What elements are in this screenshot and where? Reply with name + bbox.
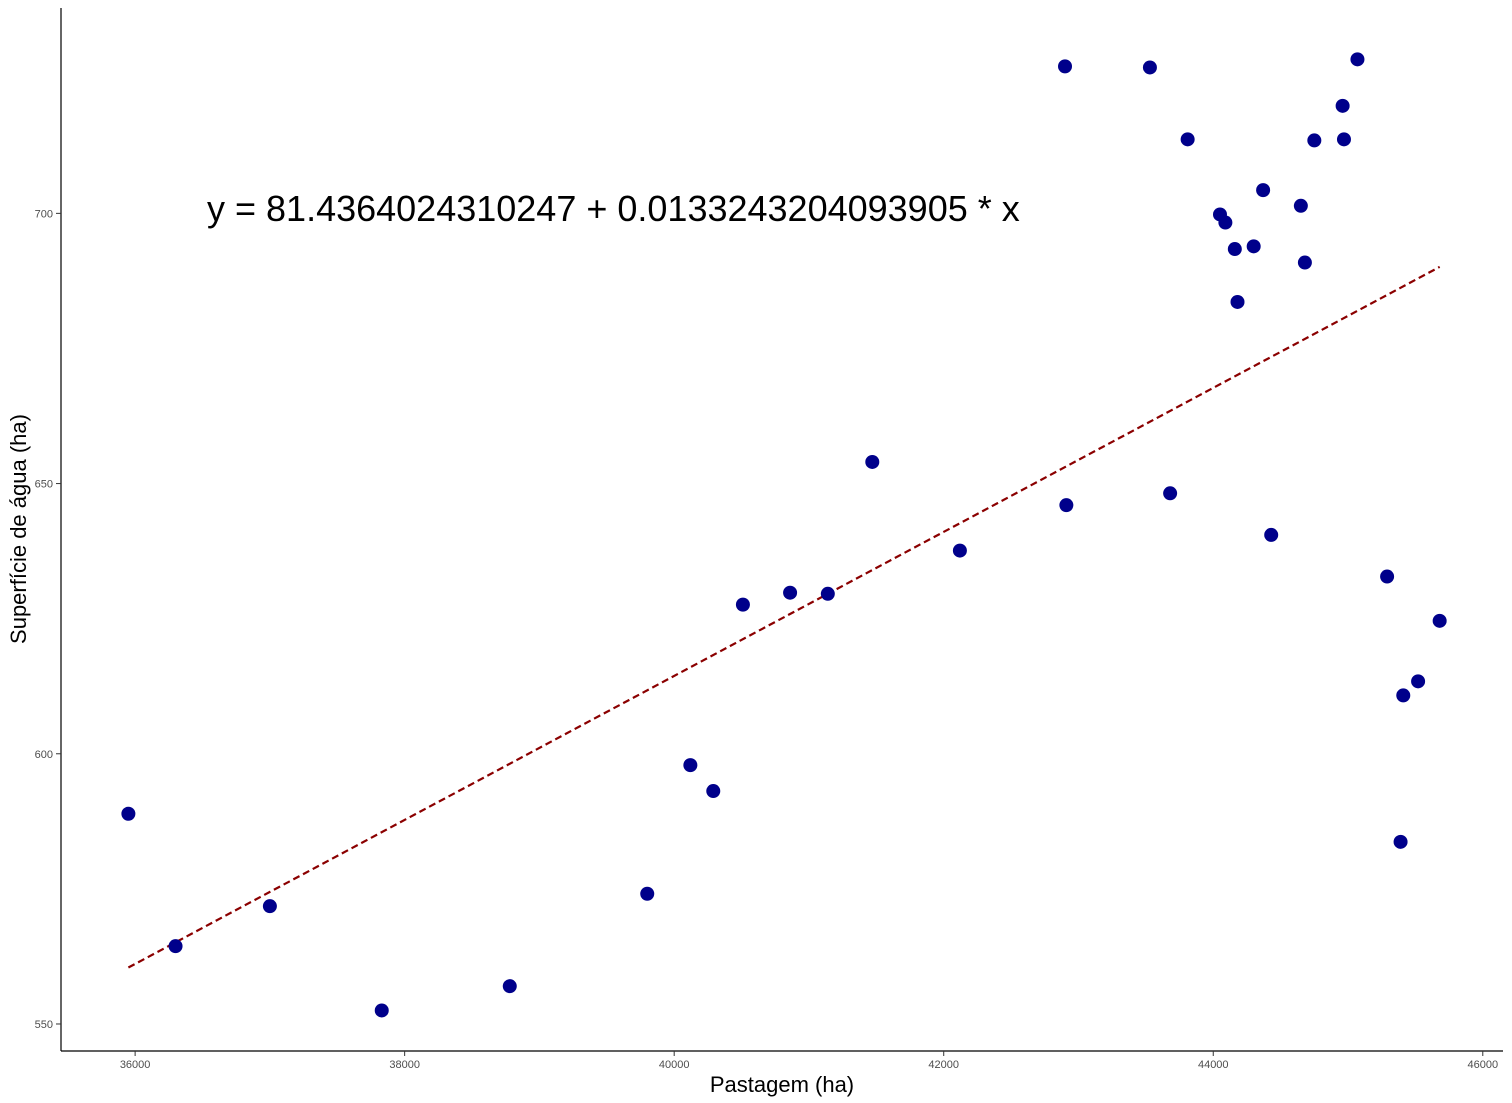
data-point xyxy=(1393,834,1408,849)
data-point xyxy=(1411,674,1426,689)
data-point xyxy=(1432,613,1447,628)
data-point xyxy=(952,543,967,558)
data-point xyxy=(1142,60,1157,75)
x-tick-label: 40000 xyxy=(659,1059,690,1071)
y-tick-label: 600 xyxy=(35,749,53,761)
y-ticks: 550 600 650 700 xyxy=(35,208,61,1031)
regression-equation-label: y = 81.4364024310247 + 0.013324320409390… xyxy=(207,188,1020,229)
data-point xyxy=(783,585,798,600)
data-point xyxy=(1336,132,1351,147)
data-point xyxy=(1246,239,1261,254)
data-point xyxy=(1218,215,1233,230)
y-tick-label: 650 xyxy=(35,479,53,491)
data-point xyxy=(820,586,835,601)
y-tick-label: 550 xyxy=(35,1019,53,1031)
data-point xyxy=(1163,486,1178,501)
data-point xyxy=(865,454,880,469)
data-point xyxy=(1256,183,1271,198)
data-point xyxy=(168,939,183,954)
x-tick-label: 42000 xyxy=(928,1059,959,1071)
x-tick-label: 36000 xyxy=(120,1059,151,1071)
data-point xyxy=(1180,132,1195,147)
data-point xyxy=(1396,688,1411,703)
data-point xyxy=(640,886,655,901)
x-tick-label: 38000 xyxy=(389,1059,420,1071)
data-point xyxy=(502,979,517,994)
regression-line xyxy=(127,265,1441,969)
data-point xyxy=(1230,294,1245,309)
data-point xyxy=(1335,98,1350,113)
x-ticks: 36000 38000 40000 42000 44000 46000 xyxy=(120,1051,1498,1071)
regression-line-group xyxy=(127,265,1441,969)
data-point xyxy=(1350,52,1365,67)
data-point xyxy=(1297,255,1312,270)
data-point xyxy=(374,1003,389,1018)
data-point xyxy=(1058,59,1073,74)
data-point xyxy=(735,597,750,612)
x-tick-label: 44000 xyxy=(1198,1059,1229,1071)
data-points xyxy=(121,52,1447,1018)
data-point xyxy=(1264,527,1279,542)
data-point xyxy=(1380,569,1395,584)
data-point xyxy=(1293,198,1308,213)
data-point xyxy=(1059,498,1074,513)
data-point xyxy=(1307,133,1322,148)
data-point xyxy=(706,784,721,799)
data-point xyxy=(262,899,277,914)
axes xyxy=(60,8,1503,1052)
x-tick-label: 46000 xyxy=(1467,1059,1498,1071)
x-axis-title: Pastagem (ha) xyxy=(710,1072,854,1097)
y-axis-title: Superfície de água (ha) xyxy=(6,414,31,644)
data-point xyxy=(683,758,698,773)
y-tick-label: 700 xyxy=(35,208,53,220)
data-point xyxy=(1227,242,1242,257)
data-point xyxy=(121,806,136,821)
